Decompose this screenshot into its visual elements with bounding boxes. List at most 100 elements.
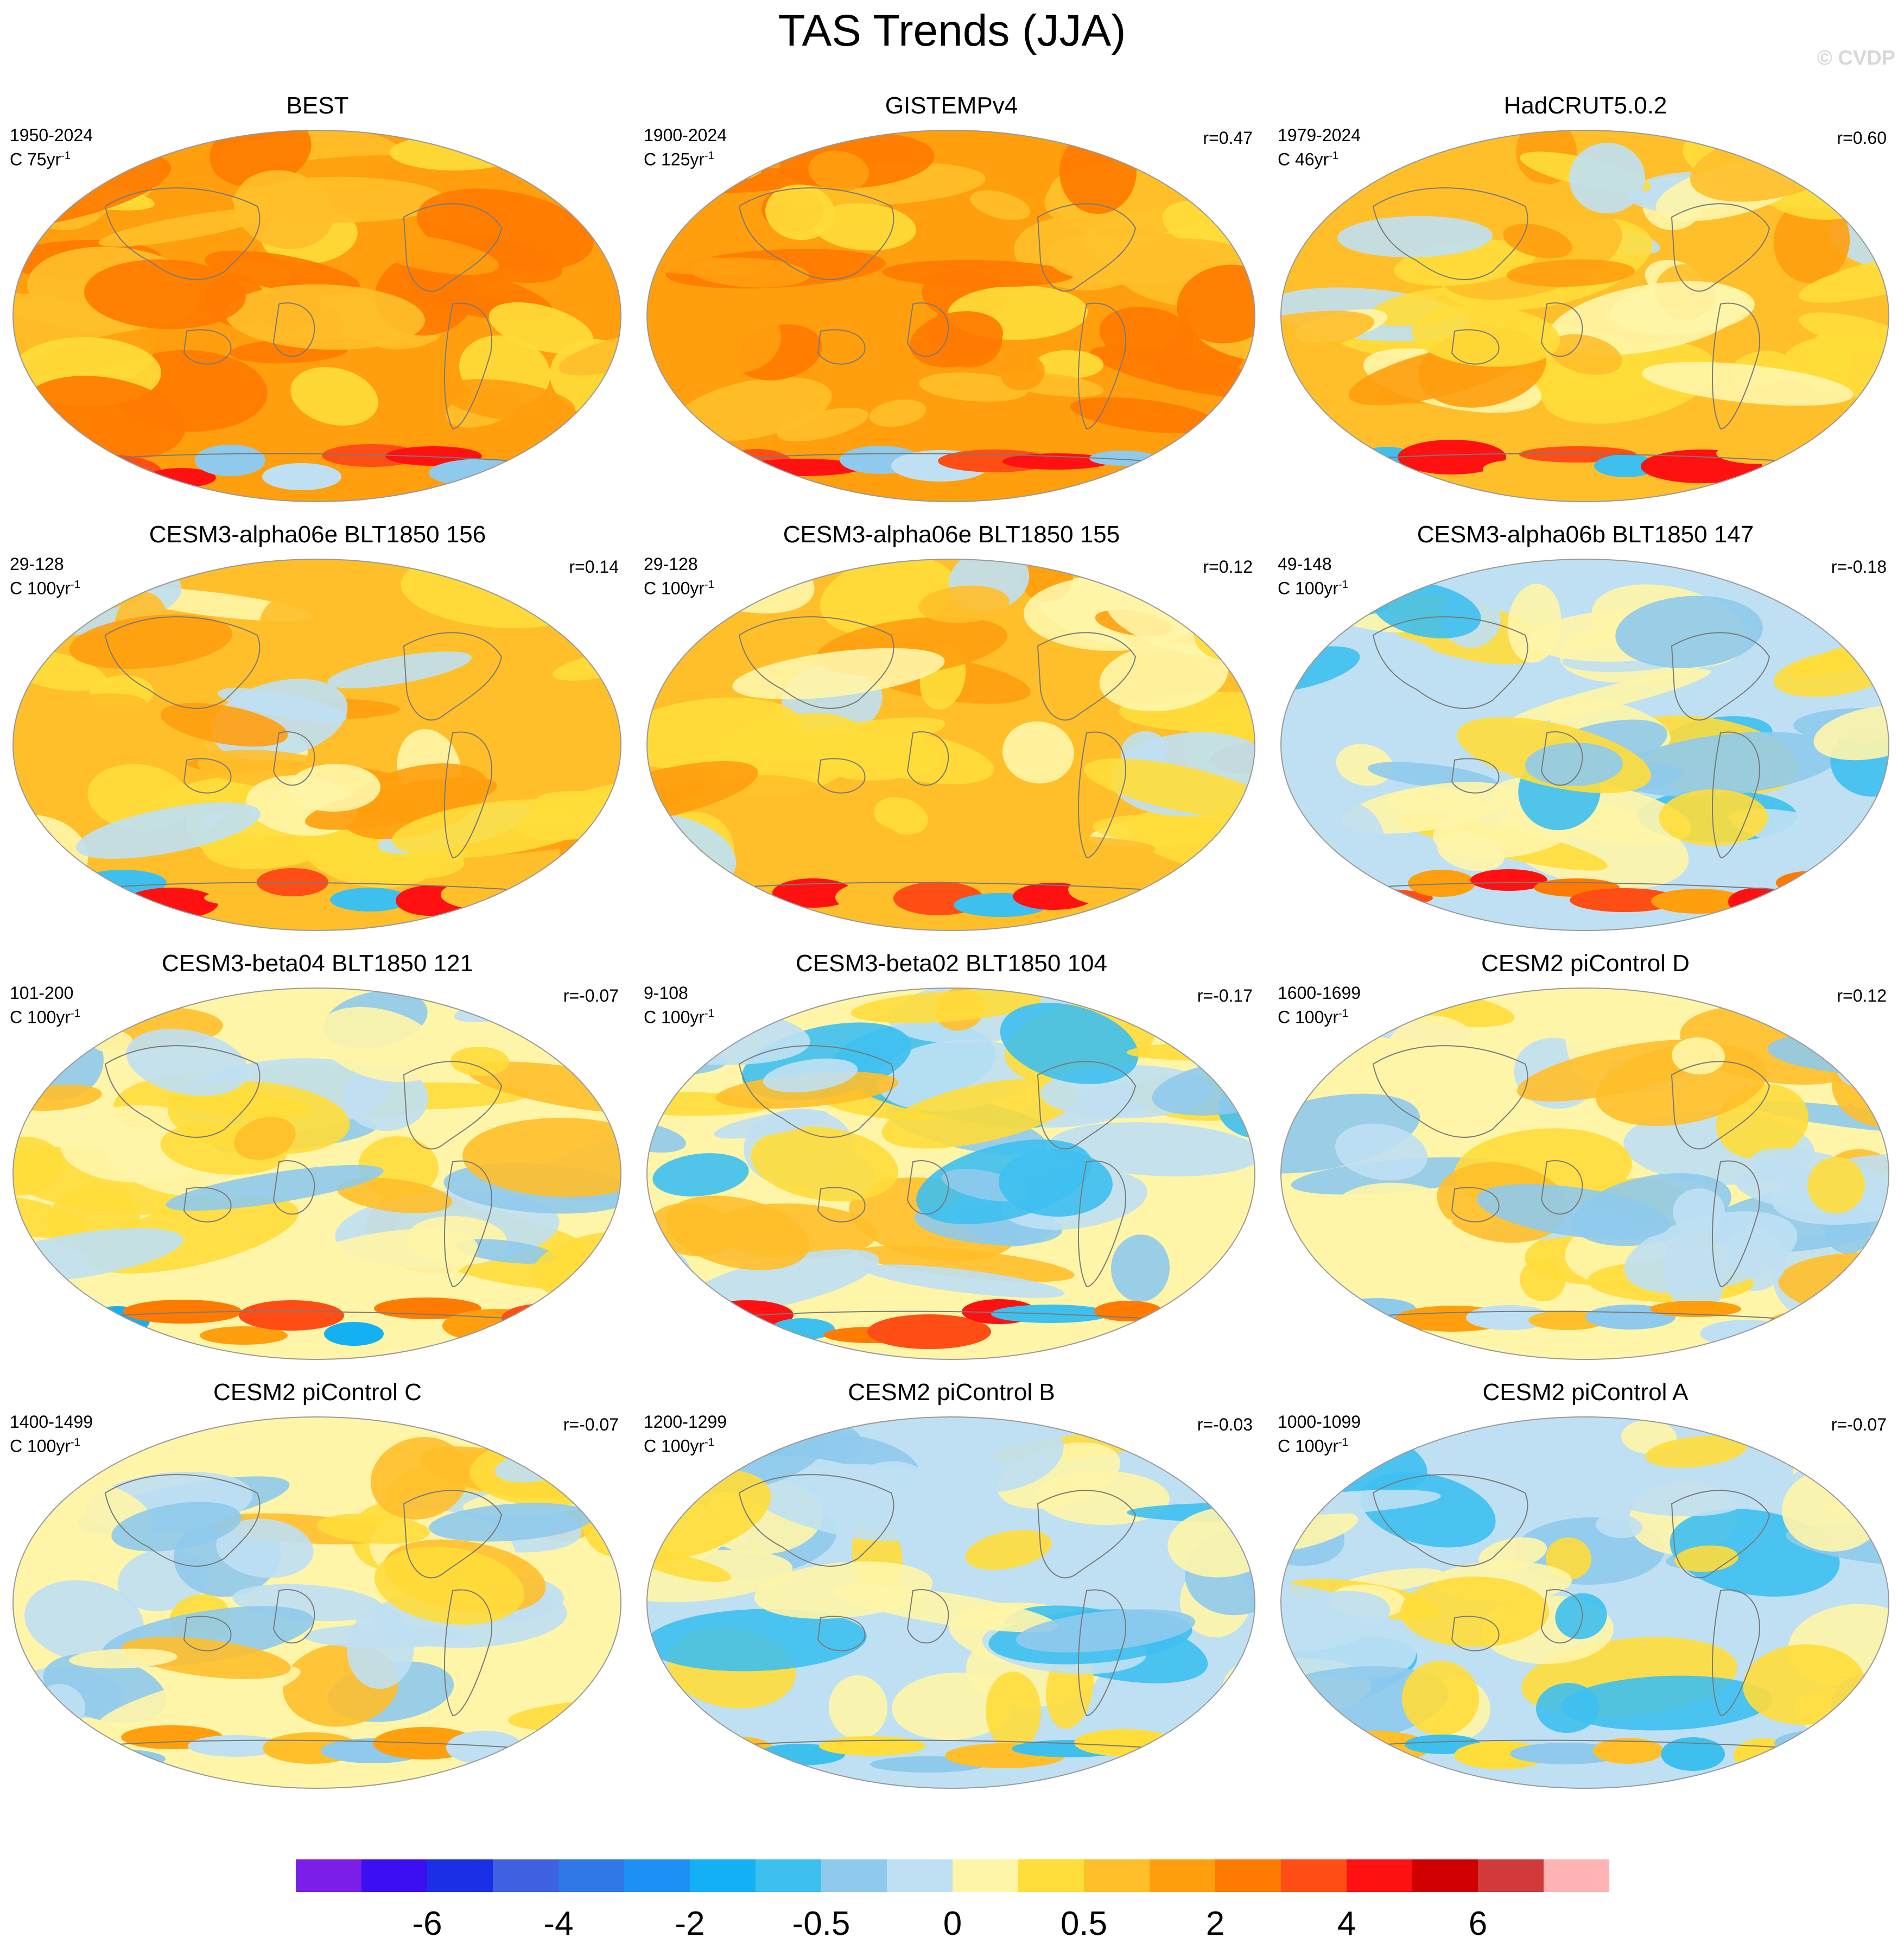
contour-region — [1157, 887, 1217, 919]
contour-region — [568, 875, 621, 902]
panel-years: 1600-1699 — [1278, 983, 1361, 1003]
contour-region — [558, 330, 621, 376]
coastline — [1078, 1160, 1126, 1288]
coastline — [444, 302, 492, 430]
contour-region — [160, 702, 288, 747]
panel-units: C 100yr-1 — [1278, 1436, 1348, 1456]
contour-region — [1520, 1258, 1565, 1302]
colorbar-swatch — [1478, 1859, 1544, 1892]
coastline — [1451, 1187, 1500, 1223]
colorbar-tick-label: -2 — [675, 1905, 705, 1942]
contour-region — [370, 1436, 469, 1520]
contour-region — [1387, 1015, 1483, 1094]
map-panel: CESM2 piControl B 1200-1299 C 100yr-1 r=-0.… — [634, 1379, 1269, 1808]
contour-region — [1773, 199, 1850, 283]
coastline — [817, 1187, 866, 1223]
contour-region — [1672, 1037, 1725, 1075]
panel-units: C 100yr-1 — [644, 1436, 714, 1456]
coastline — [906, 302, 949, 357]
coastline — [1712, 302, 1760, 430]
contour-region — [1548, 334, 1622, 375]
contour-region — [1094, 1301, 1163, 1321]
panel-title: CESM3-alpha06b BLT1850 147 — [1417, 521, 1754, 548]
panel-years: 1950-2024 — [10, 125, 93, 145]
contour-region — [1281, 311, 1375, 359]
contour-region — [1049, 1122, 1255, 1176]
coastline — [738, 616, 894, 709]
contour-region — [584, 1320, 621, 1349]
contour-region — [1734, 1738, 1794, 1772]
contour-region — [647, 1121, 686, 1153]
coastline — [738, 1474, 894, 1567]
coastline — [1372, 1474, 1528, 1567]
contour-region — [1147, 1746, 1223, 1781]
contour-region — [13, 1741, 90, 1771]
map-panel: CESM3-alpha06e BLT1850 155 29-128 C 100yr-… — [634, 521, 1269, 950]
contour-region — [166, 1164, 384, 1211]
panel-units: C 46yr-1 — [1278, 149, 1339, 169]
contour-region — [450, 1046, 509, 1077]
colorbar-tick-label: -0.5 — [792, 1905, 851, 1942]
contour-region — [1503, 224, 1572, 258]
coastline — [1712, 731, 1760, 859]
coastline — [72, 453, 562, 465]
contour-region — [316, 1007, 445, 1083]
coastline — [738, 1045, 894, 1138]
contour-region — [1555, 1593, 1607, 1640]
contour-region — [1070, 397, 1218, 434]
coastline — [706, 1739, 1196, 1751]
contour-region — [123, 1300, 242, 1324]
contour-region — [1204, 137, 1255, 205]
coastline — [1671, 1061, 1770, 1150]
coastline — [1372, 1045, 1528, 1138]
coastline — [444, 1589, 492, 1717]
panel-years: 9-108 — [644, 983, 688, 1003]
contour-region — [1818, 881, 1889, 912]
coastline — [906, 731, 949, 786]
coastline — [906, 1160, 949, 1215]
panel-years: 49-148 — [1278, 554, 1332, 574]
contour-region — [525, 444, 598, 471]
contour-region — [1281, 1322, 1380, 1339]
contour-region — [682, 1249, 879, 1314]
panel-units: C 100yr-1 — [644, 578, 714, 598]
panel-title: CESM3-alpha06e BLT1850 156 — [149, 521, 486, 548]
contour-region — [305, 777, 497, 830]
trend-map — [12, 130, 621, 502]
panel-units: C 75yr-1 — [10, 149, 71, 169]
contour-region — [1596, 1514, 1642, 1539]
coastline — [72, 1311, 562, 1322]
contour-region — [1743, 1644, 1865, 1725]
contour-region — [1807, 1435, 1869, 1465]
contour-region — [1473, 1457, 1597, 1503]
contour-region — [1281, 1218, 1453, 1268]
colorbar-swatch — [1412, 1859, 1478, 1892]
coastline — [403, 1061, 503, 1150]
contour-region — [869, 399, 926, 427]
contour-region — [15, 1301, 108, 1320]
panel-title: GISTEMPv4 — [885, 92, 1018, 119]
map-outline — [646, 559, 1255, 931]
coastline — [1037, 1490, 1137, 1579]
contour-region — [985, 1672, 1042, 1751]
contour-region — [1143, 1308, 1243, 1341]
colorbar-swatch — [1084, 1859, 1150, 1892]
colorbar-swatch — [887, 1859, 953, 1892]
contour-region — [647, 877, 745, 900]
coastline — [1372, 616, 1528, 709]
contour-region — [1000, 354, 1045, 391]
contour-region — [1840, 1735, 1889, 1754]
contour-region — [1595, 1043, 1768, 1126]
contour-region — [713, 796, 911, 862]
map-outline — [1280, 130, 1889, 502]
contour-region — [918, 585, 1010, 623]
contour-region — [1561, 1675, 1773, 1731]
contour-region — [288, 763, 380, 812]
coastline — [1078, 302, 1126, 430]
map-outline — [1280, 988, 1889, 1360]
colorbar-swatch — [1347, 1859, 1413, 1892]
contour-region — [84, 259, 246, 330]
contour-region — [777, 407, 868, 442]
trend-map — [1280, 559, 1889, 931]
colorbar-swatch — [756, 1859, 822, 1892]
